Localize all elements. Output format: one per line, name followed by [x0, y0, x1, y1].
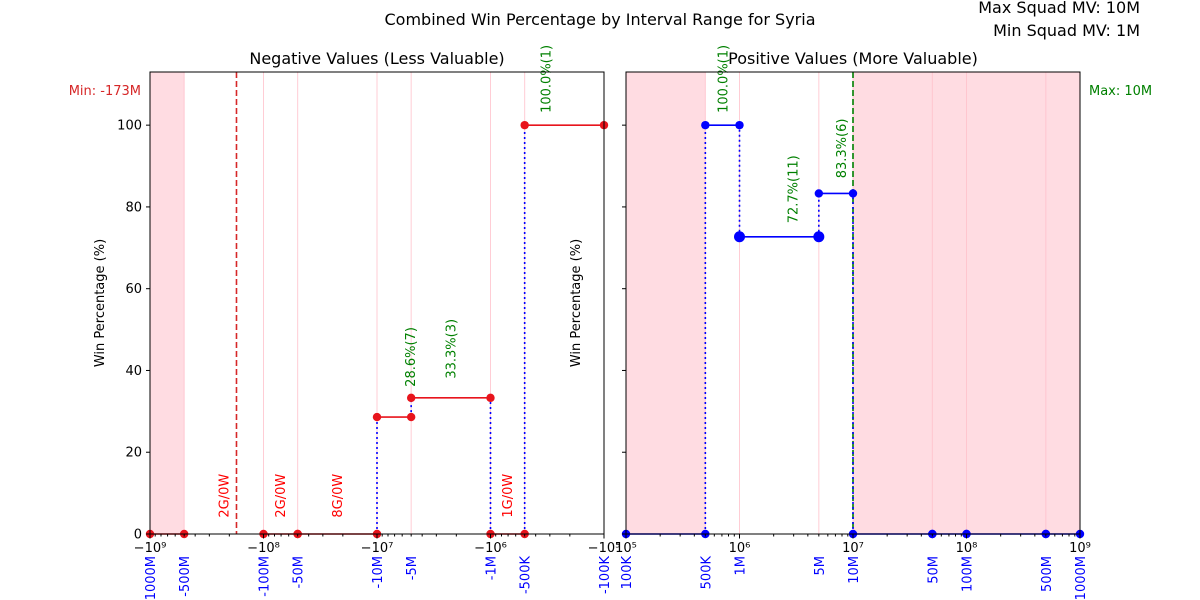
data-point: [813, 231, 825, 243]
y-tick-label: 100: [117, 119, 142, 134]
data-point: [406, 393, 416, 403]
x-tick-label: 10⁸: [956, 541, 978, 556]
interval-label: 5M: [813, 556, 828, 576]
data-point: [372, 412, 382, 422]
subplot-title: Negative Values (Less Valuable): [249, 49, 504, 68]
y-tick-label: 80: [125, 200, 142, 215]
value-annotation: 33.3%(3): [445, 319, 460, 379]
data-point: [848, 189, 858, 198]
y-tick-label: 0: [134, 528, 142, 543]
interval-label: -500M: [178, 556, 193, 597]
x-tick-label: −10⁶: [474, 541, 507, 556]
interval-label: -100K: [598, 556, 613, 595]
value-annotation: 72.7%(11): [787, 155, 802, 223]
y-tick-label: 20: [125, 446, 142, 461]
positive-values-panel: Max: 10M 100.0%(1) 72.7%(11) 83.3%(6) Win Pe…: [569, 45, 1152, 600]
subplot-title: Positive Values (More Valuable): [728, 49, 978, 68]
x-tick-label: 10⁶: [729, 541, 751, 556]
data-point: [735, 120, 744, 130]
value-annotation: 83.3%(6): [835, 119, 850, 179]
data-point: [701, 120, 710, 130]
data-point: [486, 393, 495, 403]
value-annotation: 100.0%(1): [716, 45, 731, 113]
max-reference-label: Max: 10M: [1089, 84, 1152, 99]
interval-label: -50M: [292, 556, 307, 588]
x-tick-label: 10⁵: [615, 541, 637, 556]
interval-label: -500K: [519, 556, 534, 595]
y-axis-label: Win Percentage (%): [93, 239, 108, 367]
min-reference-label: Min: -173M: [69, 84, 141, 99]
value-annotation: 8G/0W: [331, 474, 346, 518]
value-annotation: 1G/0W: [501, 474, 516, 518]
x-tick-label: 10⁹: [1069, 541, 1091, 556]
x-tick-label: −10⁷: [361, 541, 394, 556]
negative-values-panel: Min: -173M 28.6%(7) 33.3%(3) 100.0%(1) 2G/0W…: [69, 45, 621, 600]
x-tick-label: −10⁹: [134, 541, 167, 556]
min-squad-mv-label: Min Squad MV: 1M: [993, 21, 1140, 40]
value-annotation: 100.0%(1): [540, 45, 555, 113]
shaded-range: [626, 72, 706, 534]
figure-title: Combined Win Percentage by Interval Rang…: [384, 10, 816, 29]
interval-label: 100M: [961, 556, 976, 592]
x-tick-label: −10⁵: [588, 541, 621, 556]
interval-label: 500K: [699, 556, 714, 590]
max-squad-mv-label: Max Squad MV: 10M: [978, 0, 1140, 17]
y-tick-label: 60: [125, 282, 142, 297]
data-point: [406, 412, 416, 422]
data-point: [734, 231, 745, 243]
y-tick-label: 40: [125, 364, 142, 379]
x-tick-label: 10⁷: [842, 541, 864, 556]
shaded-range: [150, 72, 185, 534]
y-axis-label: Win Percentage (%): [569, 239, 584, 367]
interval-label: 10M: [847, 556, 862, 584]
interval-label: 1M: [734, 556, 749, 576]
interval-label: 100K: [620, 556, 635, 590]
interval-label: 50M: [926, 556, 941, 584]
interval-label: -1000M: [144, 556, 159, 600]
interval-label: -5M: [405, 556, 420, 580]
data-point: [520, 120, 529, 130]
interval-label: 500M: [1040, 556, 1055, 592]
interval-label: -1M: [485, 556, 500, 580]
value-annotation: 2G/0W: [218, 474, 233, 518]
interval-label: 1000M: [1074, 556, 1089, 600]
data-point: [814, 189, 824, 198]
value-annotation: 28.6%(7): [404, 327, 419, 387]
x-tick-label: −10⁸: [247, 541, 280, 556]
interval-label: -10M: [371, 556, 386, 588]
interval-label: -100M: [258, 556, 273, 597]
value-annotation: 2G/0W: [274, 474, 289, 518]
